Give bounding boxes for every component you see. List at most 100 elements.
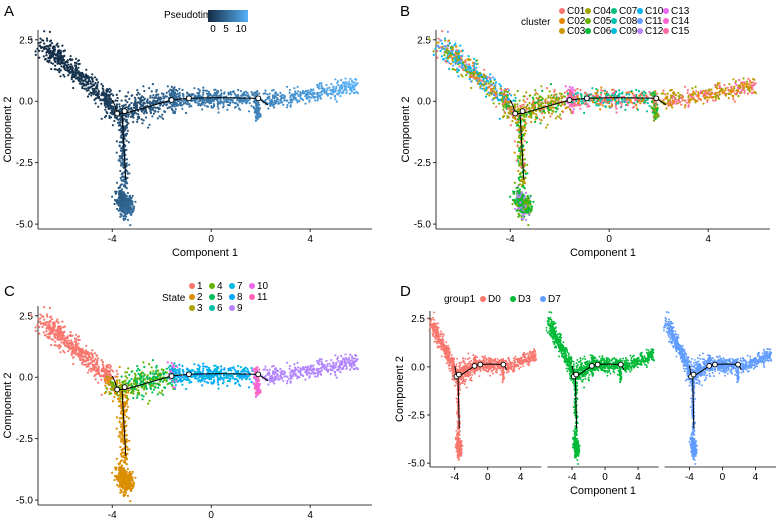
cell-point	[258, 116, 260, 118]
cell-point	[113, 203, 115, 205]
cell-point	[220, 89, 222, 91]
cell-point	[64, 49, 66, 51]
cell-point	[116, 208, 118, 210]
cell-point	[110, 113, 112, 115]
cell-point	[517, 160, 519, 162]
cell-point	[97, 94, 99, 96]
cell-point	[125, 120, 127, 122]
cell-point	[646, 99, 648, 101]
cell-point	[475, 63, 477, 65]
pseudotime-tick-10: 10	[235, 24, 247, 35]
legend-swatch	[249, 294, 255, 300]
cell-point	[289, 89, 291, 91]
cell-point	[688, 104, 690, 106]
cell-point	[447, 60, 449, 62]
cell-point	[171, 86, 173, 88]
cell-point	[129, 210, 131, 212]
cell-point	[627, 104, 629, 106]
cell-point	[116, 152, 118, 154]
cell-point	[354, 84, 356, 86]
cell-point	[125, 197, 127, 199]
cell-point	[548, 109, 550, 111]
cell-point	[121, 156, 123, 158]
cell-point	[246, 92, 248, 94]
cell-point	[39, 317, 41, 319]
cell-point	[127, 192, 129, 194]
cell-point	[351, 79, 353, 81]
cell-point	[573, 108, 575, 110]
cell-point	[80, 356, 82, 358]
cell-point	[517, 90, 519, 92]
cell-point	[72, 363, 74, 365]
cell-point	[127, 173, 129, 175]
cell-point	[67, 350, 69, 352]
cell-point	[98, 90, 100, 92]
cell-point	[635, 104, 637, 106]
cell-point	[241, 102, 243, 104]
cell-point	[218, 102, 220, 104]
cell-point	[675, 103, 677, 105]
legend-label: 9	[237, 303, 243, 314]
cell-point	[274, 96, 276, 98]
cell-point	[142, 85, 144, 87]
cell-point	[37, 42, 39, 44]
legend-swatch	[663, 28, 669, 34]
cell-point	[235, 106, 237, 108]
cell-point	[126, 177, 128, 179]
cell-point	[67, 67, 69, 69]
cell-point	[693, 99, 695, 101]
cell-point	[283, 99, 285, 101]
cell-point	[323, 92, 325, 94]
cell-point	[557, 115, 559, 117]
cell-point	[734, 101, 736, 103]
cell-point	[541, 119, 543, 121]
cell-point	[483, 84, 485, 86]
cell-point	[563, 104, 565, 106]
legend-swatch	[637, 28, 643, 34]
cell-point	[665, 97, 667, 99]
cell-point	[577, 102, 579, 104]
cell-point	[465, 67, 467, 69]
cell-point	[116, 100, 118, 102]
cell-point	[291, 101, 293, 103]
cell-point	[122, 154, 124, 156]
cell-point	[489, 78, 491, 80]
cell-point	[474, 72, 476, 74]
cell-point	[715, 86, 717, 88]
cell-point	[504, 112, 506, 114]
cell-point	[624, 109, 626, 111]
cell-point	[71, 70, 73, 72]
cell-point	[124, 206, 126, 208]
cell-point	[248, 99, 250, 101]
cell-point	[119, 170, 121, 172]
cell-point	[522, 185, 524, 187]
cell-point	[700, 90, 702, 92]
cell-point	[92, 80, 94, 82]
cell-point	[214, 92, 216, 94]
cell-point	[752, 88, 754, 90]
cell-point	[514, 118, 516, 120]
cell-point	[527, 224, 529, 226]
cell-point	[532, 112, 534, 114]
cell-point	[689, 101, 691, 103]
cell-point	[152, 97, 154, 99]
cell-point	[308, 92, 310, 94]
cell-point	[44, 58, 46, 60]
cell-point	[519, 156, 521, 158]
cell-point	[579, 108, 581, 110]
cell-point	[569, 86, 571, 88]
cell-point	[552, 97, 554, 99]
cell-point	[519, 100, 521, 102]
legend-swatch	[229, 283, 235, 289]
cell-point	[578, 100, 580, 102]
cell-point	[110, 105, 112, 107]
cell-point	[289, 92, 291, 94]
cell-point	[489, 73, 491, 75]
cell-point	[316, 99, 318, 101]
x-tick-label: -4	[108, 234, 117, 245]
cell-point	[128, 164, 130, 166]
cell-point	[550, 109, 552, 111]
cell-point	[514, 202, 516, 204]
cell-point	[584, 92, 586, 94]
cell-point	[459, 61, 461, 63]
